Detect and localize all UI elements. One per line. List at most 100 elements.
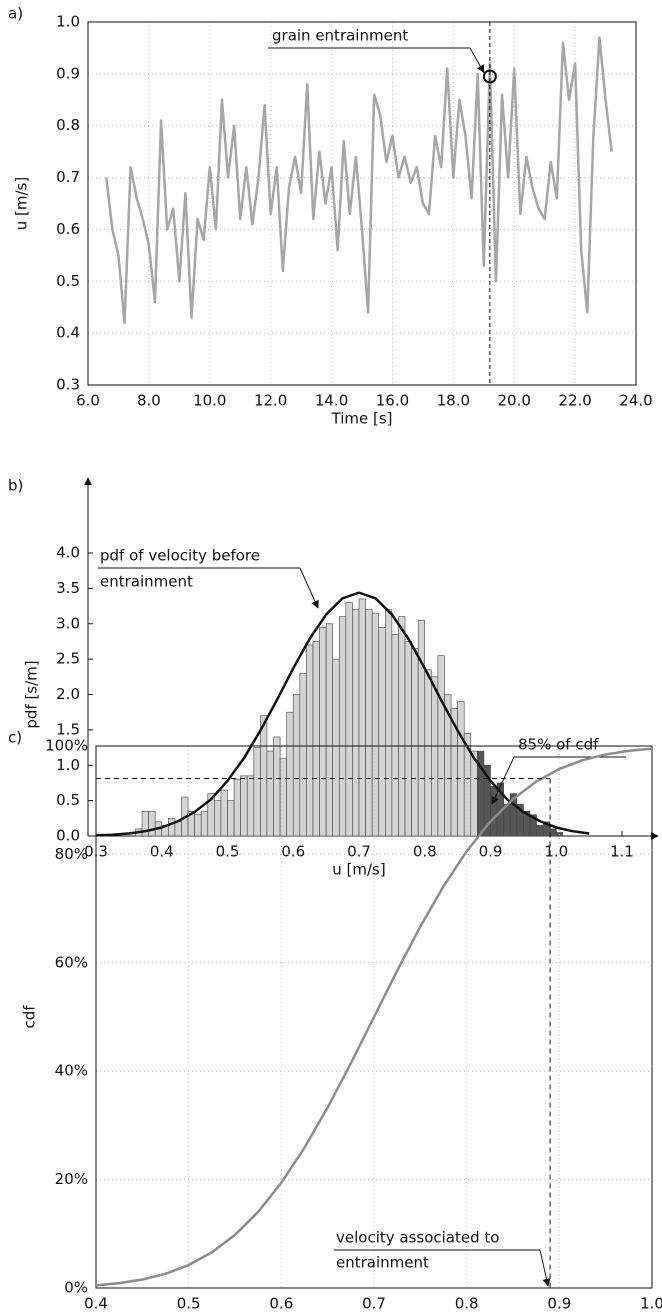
bar <box>391 634 399 837</box>
bar <box>398 616 406 837</box>
x-tick-label: 0.8 <box>455 1295 479 1313</box>
annotation: entrainment <box>100 573 193 591</box>
x-axis-title: Time [s] <box>331 410 393 428</box>
y-tick-label: 60% <box>55 953 88 971</box>
line <box>95 747 653 1287</box>
x-tick-label: 16.0 <box>376 392 409 410</box>
panel-label: c) <box>8 729 22 747</box>
line <box>105 36 613 325</box>
bar <box>404 641 412 837</box>
bar <box>227 800 235 837</box>
bar <box>312 641 320 837</box>
x-tick-label: 0.4 <box>84 1295 108 1313</box>
bar <box>431 676 439 837</box>
y-tick-label: 0.4 <box>56 324 80 342</box>
bar <box>325 623 333 837</box>
annotation-arrow <box>491 756 515 805</box>
bar <box>490 786 498 837</box>
bar <box>279 757 287 837</box>
plot-frame <box>95 745 653 1289</box>
y-tick-label: 0.7 <box>56 168 80 186</box>
bar <box>411 648 419 837</box>
bar <box>220 789 228 837</box>
annotation: 85% of cdf <box>518 736 599 754</box>
x-tick-label: 10.0 <box>193 392 226 410</box>
x-tick-label: 0.7 <box>347 843 371 861</box>
bar <box>457 701 465 837</box>
y-tick-label: 0.5 <box>56 791 80 809</box>
y-axis-title: pdf [s/m] <box>23 660 41 728</box>
x-tick-label: 0.8 <box>413 843 437 861</box>
bar <box>338 616 347 837</box>
bar <box>365 609 373 837</box>
x-axis-title: u [m/s] <box>332 861 385 879</box>
y-axis-title: cdf <box>21 1005 39 1029</box>
x-tick-label: 6.0 <box>76 392 100 410</box>
bar <box>470 750 478 837</box>
bar <box>240 775 248 837</box>
bar <box>246 775 255 837</box>
bar <box>345 602 353 837</box>
panel-label: a) <box>8 5 23 23</box>
x-tick-label: 18.0 <box>437 392 470 410</box>
bar <box>253 747 261 837</box>
bar <box>168 818 176 837</box>
bar <box>214 800 222 837</box>
annotation-arrow <box>539 1249 551 1287</box>
y-tick-label: 1.0 <box>56 756 80 774</box>
bar <box>260 715 268 837</box>
y-tick-label: 1.0 <box>56 13 80 31</box>
pdf-curve <box>95 591 590 837</box>
x-tick-label: 1.1 <box>610 843 634 861</box>
annotation-arrow <box>299 567 319 609</box>
panel-label: b) <box>8 477 23 495</box>
x-tick-label: 0.7 <box>362 1295 386 1313</box>
plot-frame <box>87 21 637 386</box>
annotation-arrow <box>469 47 485 74</box>
y-tick-label: 2.5 <box>56 650 80 668</box>
x-tick-label: 0.6 <box>281 843 305 861</box>
bar <box>148 810 156 837</box>
bar <box>174 821 182 837</box>
bar <box>417 619 426 837</box>
y-tick-label: 80% <box>55 845 88 863</box>
bar <box>352 609 360 837</box>
annotation: entrainment <box>336 1254 429 1272</box>
bar <box>273 736 281 837</box>
y-axis-title: u [m/s] <box>13 177 31 230</box>
bar <box>292 694 301 837</box>
x-tick-label: 0.6 <box>269 1295 293 1313</box>
y-tick-label: 0.3 <box>56 376 80 394</box>
annotation: grain entrainment <box>272 27 408 45</box>
y-tick-label: 20% <box>55 1170 88 1188</box>
y-tick-label: 40% <box>55 1062 88 1080</box>
x-axis-title: u [m/s] <box>347 1313 400 1315</box>
annotation: pdf of velocity before <box>100 547 260 565</box>
bar <box>332 658 340 837</box>
y-tick-label: 4.0 <box>56 544 80 562</box>
x-tick-label: 20.0 <box>498 392 531 410</box>
y-tick-label: 0.8 <box>56 116 80 134</box>
y-tick-label: 100% <box>45 737 88 755</box>
bar <box>299 672 307 837</box>
x-tick-label: 8.0 <box>137 392 161 410</box>
x-tick-label: 0.9 <box>479 843 503 861</box>
y-tick-label: 0.9 <box>56 64 80 82</box>
bar <box>371 612 380 837</box>
bar <box>549 828 557 837</box>
bar <box>378 626 386 837</box>
x-tick-label: 0.5 <box>216 843 240 861</box>
bar <box>286 711 294 837</box>
x-tick-label: 24.0 <box>619 392 652 410</box>
entrainment-marker <box>482 69 497 84</box>
bar <box>200 810 209 837</box>
x-tick-label: 0.5 <box>177 1295 201 1313</box>
y-tick-label: 3.5 <box>56 579 80 597</box>
x-tick-label: 1.0 <box>640 1295 662 1313</box>
bar <box>194 814 202 837</box>
bar <box>358 598 366 837</box>
x-tick-label: 0.9 <box>547 1295 571 1313</box>
bar <box>233 779 241 837</box>
bar <box>536 825 544 837</box>
annotation: velocity associated to <box>336 1229 499 1247</box>
